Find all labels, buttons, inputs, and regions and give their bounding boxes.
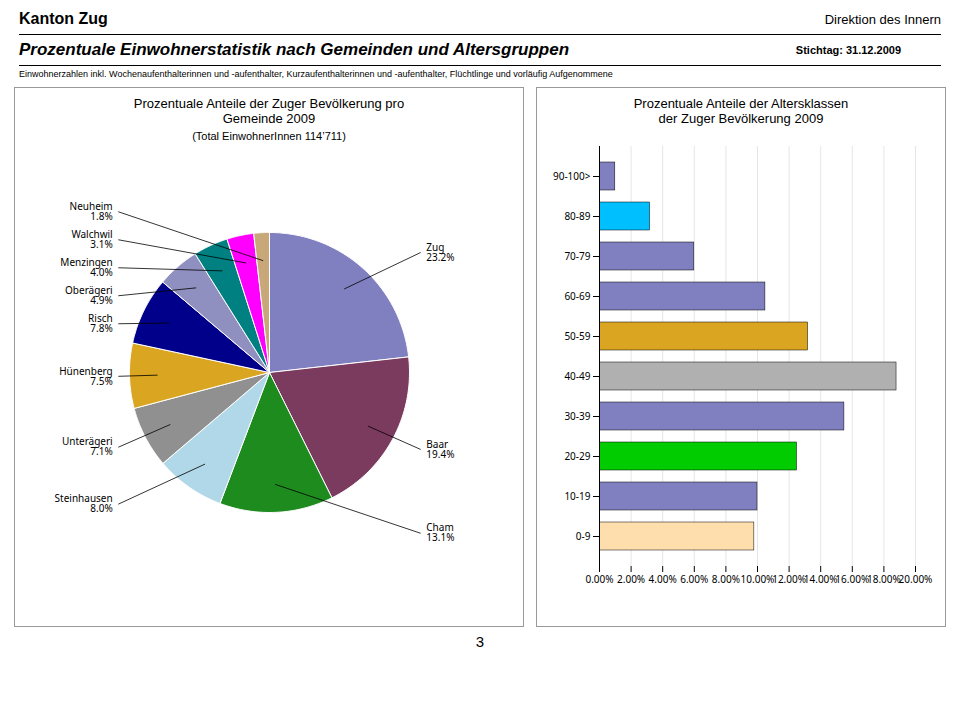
svg-text:10-19: 10-19 [564, 489, 590, 503]
html-text:3: 3 [475, 633, 485, 650]
svg-text:40-49: 40-49 [564, 369, 590, 383]
svg-text:80-89: 80-89 [564, 209, 590, 223]
svg-text:Zug23.2%: Zug23.2% [426, 240, 454, 264]
html-text:Prozentuale Einwohnerstatistik: Prozentuale Einwohnerstatistik nach Geme… [19, 40, 570, 59]
svg-text:Walchwil3.1%: Walchwil3.1% [71, 227, 112, 251]
svg-text:Neuheim1.8%: Neuheim1.8% [70, 199, 113, 223]
svg-text:Steinhausen8.0%: Steinhausen8.0% [55, 491, 113, 515]
svg-text:10.00%: 10.00% [741, 572, 775, 586]
svg-text:60-69: 60-69 [564, 289, 590, 303]
svg-text:50-59: 50-59 [564, 329, 590, 343]
svg-text:20-29: 20-29 [564, 449, 590, 463]
svg-text:4.00%: 4.00% [649, 572, 677, 586]
html-text:Prozentuale Anteile der Alters: Prozentuale Anteile der Altersklassen de… [633, 96, 849, 126]
svg-text:70-79: 70-79 [564, 249, 590, 263]
html-text:(Total EinwohnerInnen 114’711): (Total EinwohnerInnen 114’711) [192, 130, 346, 142]
svg-text:14.00%: 14.00% [804, 572, 838, 586]
html-text:Kanton Zug: Kanton Zug [19, 10, 108, 27]
svg-text:Baar19.4%: Baar19.4% [426, 437, 454, 461]
svg-text:2.00%: 2.00% [617, 572, 645, 586]
html-text:Prozentuale Anteile der Zuger: Prozentuale Anteile der Zuger Bevölkerun… [133, 96, 405, 126]
html-text:Einwohnerzahlen inkl. Wochenau: Einwohnerzahlen inkl. Wochenaufenthalter… [19, 69, 613, 79]
svg-text:12.00%: 12.00% [772, 572, 806, 586]
html-text:Stichtag: 31.12.2009: Stichtag: 31.12.2009 [795, 44, 901, 56]
svg-text:20.00%: 20.00% [899, 572, 933, 586]
svg-text:Risch7.8%: Risch7.8% [88, 311, 113, 335]
svg-text:90-100>: 90-100> [553, 169, 591, 183]
html-text:Direktion des Innern: Direktion des Innern [824, 11, 941, 27]
svg-text:6.00%: 6.00% [680, 572, 708, 586]
svg-text:Hünenberg7.5%: Hünenberg7.5% [59, 363, 113, 387]
svg-text:16.00%: 16.00% [835, 572, 869, 586]
svg-text:30-39: 30-39 [564, 409, 590, 423]
svg-text:Oberägeri4.9%: Oberägeri4.9% [65, 283, 113, 307]
svg-text:18.00%: 18.00% [867, 572, 901, 586]
svg-text:Menzingen4.0%: Menzingen4.0% [60, 255, 112, 279]
svg-text:Cham13.1%: Cham13.1% [426, 520, 454, 544]
svg-text:0.00%: 0.00% [585, 572, 613, 586]
svg-text:8.00%: 8.00% [712, 572, 740, 586]
svg-text:0-9: 0-9 [576, 529, 591, 543]
svg-text:Unterägeri7.1%: Unterägeri7.1% [62, 434, 113, 458]
